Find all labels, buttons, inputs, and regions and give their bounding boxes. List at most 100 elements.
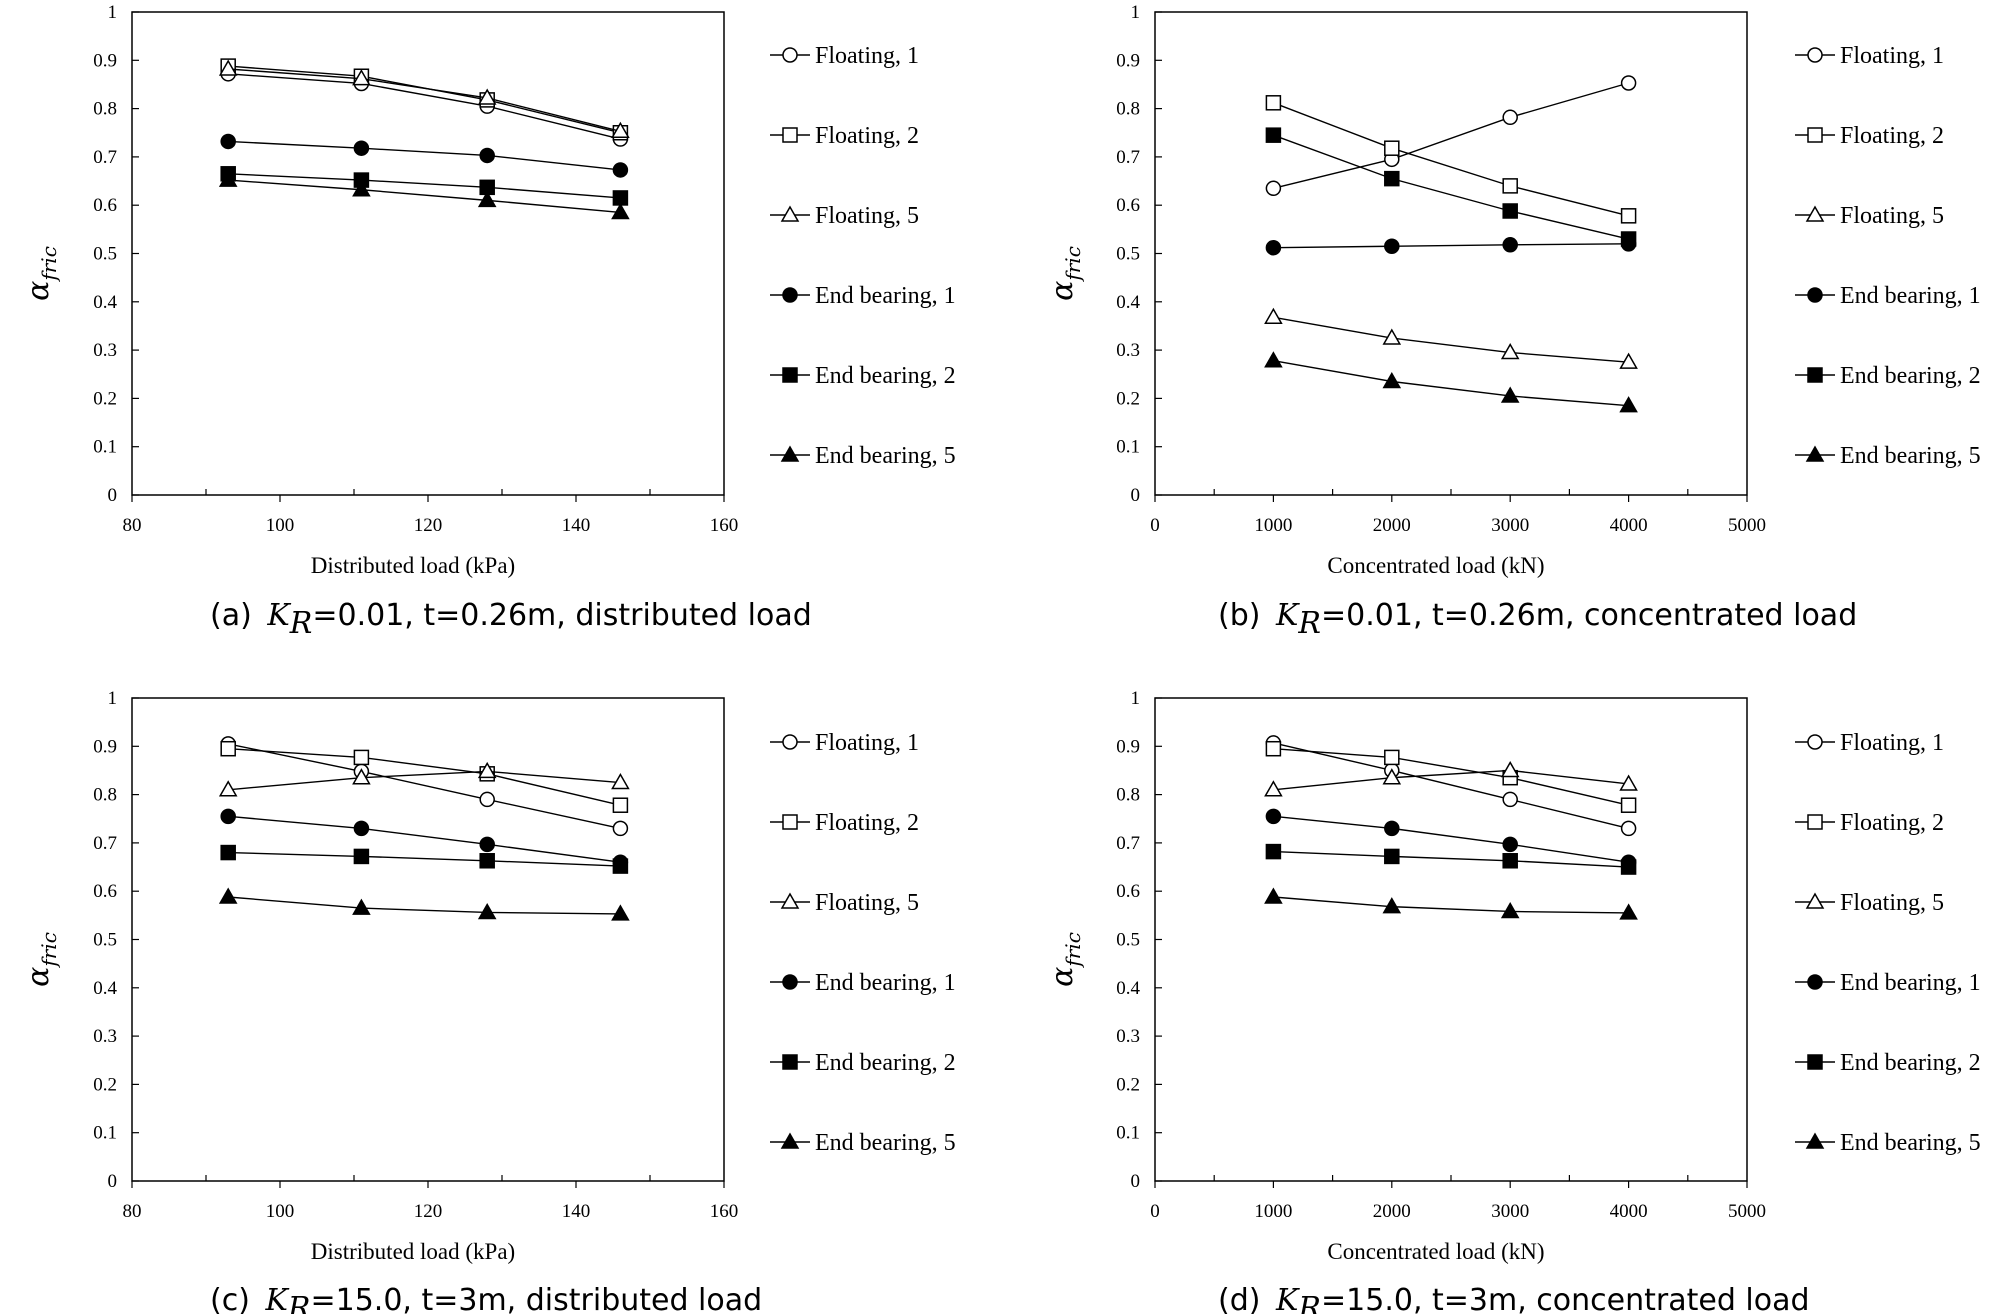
x-tick-label: 5000 — [1728, 515, 1766, 536]
data-point — [479, 836, 495, 853]
data-point — [1265, 127, 1282, 143]
legend-label: Floating, 5 — [1840, 203, 1944, 229]
data-point — [218, 59, 238, 76]
y-tick-label: 0.9 — [1116, 736, 1140, 757]
data-point — [477, 190, 497, 208]
legend-marker — [782, 814, 798, 830]
data-point — [353, 140, 370, 156]
data-point — [1265, 843, 1282, 860]
y-tick-label: 0.5 — [1116, 930, 1140, 951]
y-tick-label: 0.3 — [1116, 1026, 1140, 1047]
data-point — [612, 858, 629, 874]
y-axis-title-subscript: fric — [1061, 932, 1085, 969]
legend-marker — [1807, 127, 1823, 143]
y-tick-label: 0 — [108, 485, 118, 506]
legend-label: End bearing, 5 — [815, 1130, 956, 1156]
data-point — [353, 749, 370, 766]
legend-marker — [1805, 892, 1825, 909]
series-line-1 — [1273, 82, 1629, 189]
caption-symbol: K — [1275, 1283, 1300, 1314]
data-point — [1265, 808, 1282, 825]
data-point — [1382, 328, 1402, 345]
legend-label: End bearing, 2 — [815, 1050, 956, 1076]
legend-marker — [1807, 287, 1823, 303]
y-tick-label: 1 — [108, 688, 118, 709]
plot-frame — [1154, 11, 1748, 496]
panel-caption: (d) KR=15.0, t=3m, concentrated load — [1218, 1283, 1810, 1314]
data-point — [1502, 203, 1518, 219]
data-point — [1502, 109, 1518, 126]
legend: Floating, 1 Floating, 2 Floating, 5 End bea… — [770, 43, 956, 469]
y-tick-label: 0.4 — [1116, 292, 1140, 313]
data-point — [352, 768, 371, 785]
x-axis-title: Distributed load (kPa) — [311, 553, 515, 578]
legend-marker — [1805, 205, 1825, 222]
legend-marker — [782, 47, 798, 63]
data-point — [612, 162, 629, 178]
plot-frame — [131, 697, 725, 1182]
caption-rest: =15.0, t=3m, distributed load — [310, 1283, 762, 1314]
y-tick-label: 0.6 — [1116, 881, 1140, 902]
caption-prefix: (b) — [1218, 598, 1270, 633]
x-tick-label: 140 — [562, 515, 591, 536]
series-line-6 — [1273, 360, 1629, 407]
data-point — [352, 898, 371, 915]
legend: Floating, 1 Floating, 2 Floating, 5 End bea… — [770, 730, 956, 1156]
x-tick-label: 80 — [123, 515, 142, 536]
series-line-4 — [1273, 815, 1629, 863]
chart-panel-d: 0 0.1 0.2 0.3 0.4 0.5 0.6 0.7 0.8 0.9 1 0 1000 2000 30… — [1045, 688, 1981, 1314]
series-line-6 — [228, 896, 621, 915]
data-point — [1500, 901, 1520, 919]
data-point — [1502, 853, 1518, 869]
x-tick-label: 5000 — [1728, 1201, 1766, 1222]
y-tick-label: 0.8 — [93, 99, 117, 120]
chart-panel-b: 0 0.1 0.2 0.3 0.4 0.5 0.6 0.7 0.8 0.9 1 0 1000 2000 30… — [1045, 2, 1981, 641]
y-tick-label: 0.5 — [93, 930, 117, 951]
legend-label: Floating, 5 — [815, 890, 919, 916]
series-line-2 — [1273, 748, 1629, 806]
caption-symbol: K — [1275, 598, 1300, 633]
y-tick-label: 0.2 — [1116, 1074, 1140, 1095]
data-point — [611, 121, 630, 139]
x-tick-label: 3000 — [1491, 1201, 1529, 1222]
x-tick-label: 160 — [710, 515, 739, 536]
y-axis-title: αfric — [1045, 932, 1085, 987]
legend-marker — [1807, 734, 1823, 750]
y-tick-label: 0.7 — [93, 833, 117, 854]
legend-label: Floating, 1 — [1840, 730, 1944, 756]
y-tick-label: 0.1 — [1116, 437, 1140, 458]
series-line-4 — [1273, 243, 1629, 249]
data-point — [1619, 352, 1638, 369]
data-point — [1265, 180, 1282, 197]
x-tick-label: 120 — [414, 1201, 443, 1222]
legend-label: Floating, 5 — [815, 203, 919, 229]
data-point — [1620, 231, 1637, 247]
legend: Floating, 1 Floating, 2 Floating, 5 End bea… — [1795, 730, 1981, 1156]
series-line-6 — [228, 179, 621, 214]
x-tick-label: 100 — [266, 1201, 295, 1222]
series-line-1 — [228, 73, 621, 140]
y-tick-label: 0.4 — [93, 292, 117, 313]
data-point — [352, 180, 371, 197]
panel-caption: (c) KR=15.0, t=3m, distributed load — [210, 1283, 762, 1314]
y-tick-label: 0.9 — [93, 50, 117, 71]
data-point — [1619, 396, 1638, 413]
data-point — [1620, 208, 1637, 224]
data-point — [353, 820, 370, 837]
legend-label: Floating, 2 — [815, 123, 919, 149]
data-point — [1384, 820, 1400, 837]
series-line-1 — [228, 743, 621, 830]
legend-label: End bearing, 1 — [815, 970, 956, 996]
y-axis-title-subscript: fric — [1061, 246, 1085, 283]
legend-label: Floating, 2 — [815, 810, 919, 836]
data-point — [220, 844, 236, 861]
data-point — [611, 904, 630, 921]
legend-label: End bearing, 5 — [1840, 443, 1981, 469]
y-tick-label: 1 — [108, 2, 118, 23]
x-tick-label: 120 — [414, 515, 443, 536]
x-tick-label: 100 — [266, 515, 295, 536]
y-tick-label: 0.8 — [1116, 99, 1140, 120]
caption-prefix: (d) — [1218, 1283, 1270, 1314]
caption-rest: =0.01, t=0.26m, distributed load — [312, 598, 811, 633]
